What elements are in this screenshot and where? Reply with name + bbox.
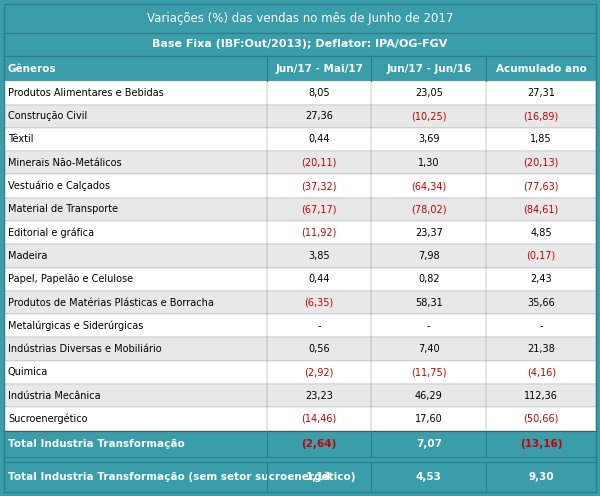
Bar [4, 105, 596, 128]
Bar [4, 4, 596, 33]
Text: 7,40: 7,40 [418, 344, 440, 354]
Text: (64,34): (64,34) [411, 181, 446, 191]
Text: Indústrias Diversas e Mobiliário: Indústrias Diversas e Mobiliário [8, 344, 161, 354]
Text: 23,37: 23,37 [415, 228, 443, 238]
Bar [4, 431, 596, 457]
Text: (16,89): (16,89) [524, 111, 559, 121]
Text: Madeira: Madeira [8, 251, 47, 261]
Bar [4, 245, 596, 267]
Bar [4, 81, 596, 105]
Bar [4, 407, 596, 431]
Text: (13,16): (13,16) [520, 439, 562, 449]
Text: Material de Transporte: Material de Transporte [8, 204, 118, 214]
Bar [4, 291, 596, 314]
Text: Acumulado ano: Acumulado ano [496, 63, 587, 73]
Text: Metalúrgicas e Siderúrgicas: Metalúrgicas e Siderúrgicas [8, 320, 143, 331]
Text: 4,53: 4,53 [416, 472, 442, 482]
Text: 17,60: 17,60 [415, 414, 443, 424]
Text: 0,44: 0,44 [308, 274, 330, 284]
Text: 4,85: 4,85 [530, 228, 552, 238]
Bar [4, 198, 596, 221]
Bar [4, 151, 596, 175]
Text: 0,44: 0,44 [308, 134, 330, 144]
Text: 3,69: 3,69 [418, 134, 440, 144]
Text: (50,66): (50,66) [524, 414, 559, 424]
Text: 0,56: 0,56 [308, 344, 330, 354]
Text: 1,30: 1,30 [418, 158, 440, 168]
Text: (37,32): (37,32) [301, 181, 337, 191]
Text: Total Industria Transformação: Total Industria Transformação [8, 439, 185, 449]
Text: 23,23: 23,23 [305, 391, 333, 401]
Text: Gêneros: Gêneros [8, 63, 56, 73]
Text: 8,05: 8,05 [308, 88, 330, 98]
Text: -: - [317, 321, 321, 331]
Text: (4,16): (4,16) [527, 368, 556, 377]
Text: Quimica: Quimica [8, 368, 48, 377]
Text: -: - [539, 321, 543, 331]
Text: 9,30: 9,30 [529, 472, 554, 482]
Text: (2,92): (2,92) [305, 368, 334, 377]
Text: Têxtil: Têxtil [8, 134, 34, 144]
Text: (6,35): (6,35) [305, 298, 334, 308]
Bar [4, 56, 596, 81]
Text: (2,64): (2,64) [302, 439, 337, 449]
Text: (11,92): (11,92) [302, 228, 337, 238]
Text: Sucroenergético: Sucroenergético [8, 414, 88, 424]
Text: 7,98: 7,98 [418, 251, 440, 261]
Text: 46,29: 46,29 [415, 391, 443, 401]
Text: (84,61): (84,61) [524, 204, 559, 214]
Text: Produtos de Matérias Plásticas e Borracha: Produtos de Matérias Plásticas e Borrach… [8, 298, 214, 308]
Text: (20,13): (20,13) [524, 158, 559, 168]
Text: 23,05: 23,05 [415, 88, 443, 98]
Text: 1,85: 1,85 [530, 134, 552, 144]
Text: Papel, Papelão e Celulose: Papel, Papelão e Celulose [8, 274, 133, 284]
Text: (14,46): (14,46) [302, 414, 337, 424]
Text: Construção Civil: Construção Civil [8, 111, 87, 121]
Text: 1,14: 1,14 [307, 472, 332, 482]
Text: (67,17): (67,17) [301, 204, 337, 214]
Bar [4, 384, 596, 407]
Text: -: - [427, 321, 431, 331]
Text: 27,31: 27,31 [527, 88, 555, 98]
Text: (20,11): (20,11) [302, 158, 337, 168]
Text: (10,25): (10,25) [411, 111, 446, 121]
Text: Indústria Mecânica: Indústria Mecânica [8, 391, 101, 401]
Text: 27,36: 27,36 [305, 111, 333, 121]
Bar [4, 33, 596, 56]
Bar [4, 267, 596, 291]
Text: (78,02): (78,02) [411, 204, 446, 214]
Text: (11,75): (11,75) [411, 368, 446, 377]
Text: 2,43: 2,43 [530, 274, 552, 284]
Text: Total Industria Transformação (sem setor sucroenergético): Total Industria Transformação (sem setor… [8, 472, 355, 483]
Text: (77,63): (77,63) [523, 181, 559, 191]
Text: 7,07: 7,07 [416, 439, 442, 449]
Text: 58,31: 58,31 [415, 298, 443, 308]
Text: 21,38: 21,38 [527, 344, 555, 354]
Text: 0,82: 0,82 [418, 274, 440, 284]
Text: Vestuário e Calçados: Vestuário e Calçados [8, 181, 110, 191]
Text: (0,17): (0,17) [527, 251, 556, 261]
Text: Jun/17 - Mai/17: Jun/17 - Mai/17 [275, 63, 363, 73]
Text: Jun/17 - Jun/16: Jun/17 - Jun/16 [386, 63, 472, 73]
Bar [4, 314, 596, 337]
Bar [4, 361, 596, 384]
Bar [4, 128, 596, 151]
Text: Produtos Alimentares e Bebidas: Produtos Alimentares e Bebidas [8, 88, 164, 98]
Bar [4, 337, 596, 361]
Bar [4, 175, 596, 198]
Text: Minerais Não-Metálicos: Minerais Não-Metálicos [8, 158, 122, 168]
Text: 3,85: 3,85 [308, 251, 330, 261]
Text: Variações (%) das vendas no mês de Junho de 2017: Variações (%) das vendas no mês de Junho… [147, 12, 453, 25]
Text: Editorial e gráfica: Editorial e gráfica [8, 227, 94, 238]
Bar [4, 457, 596, 462]
Text: 112,36: 112,36 [524, 391, 558, 401]
Text: 35,66: 35,66 [527, 298, 555, 308]
Bar [4, 462, 596, 492]
Bar [4, 221, 596, 245]
Text: Base Fixa (IBF:Out/2013); Deflator: IPA/OG-FGV: Base Fixa (IBF:Out/2013); Deflator: IPA/… [152, 39, 448, 49]
